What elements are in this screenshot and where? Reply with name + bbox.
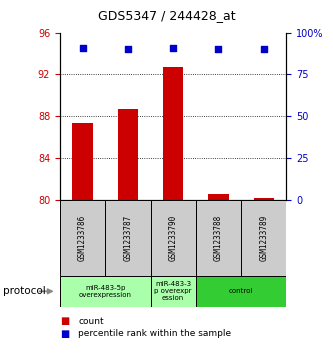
Bar xyxy=(72,123,93,200)
Bar xyxy=(163,67,183,200)
Bar xyxy=(118,109,138,200)
Point xyxy=(170,45,176,50)
Text: miR-483-5p
overexpression: miR-483-5p overexpression xyxy=(79,285,132,298)
Bar xyxy=(241,200,286,276)
Text: GSM1233790: GSM1233790 xyxy=(168,215,178,261)
Text: ■: ■ xyxy=(60,329,69,339)
Bar xyxy=(151,276,196,307)
Text: percentile rank within the sample: percentile rank within the sample xyxy=(78,330,231,338)
Point xyxy=(125,46,131,52)
Bar xyxy=(60,276,151,307)
Text: protocol: protocol xyxy=(3,286,46,296)
Bar xyxy=(105,200,151,276)
Text: GDS5347 / 244428_at: GDS5347 / 244428_at xyxy=(98,9,235,22)
Text: GSM1233789: GSM1233789 xyxy=(259,215,268,261)
Bar xyxy=(253,197,274,200)
Bar xyxy=(196,276,286,307)
Text: count: count xyxy=(78,317,104,326)
Text: GSM1233786: GSM1233786 xyxy=(78,215,87,261)
Bar xyxy=(60,200,105,276)
Bar xyxy=(151,200,196,276)
Text: miR-483-3
p overexpr
ession: miR-483-3 p overexpr ession xyxy=(155,281,192,301)
Point xyxy=(216,46,221,52)
Bar xyxy=(208,195,229,200)
Point xyxy=(261,46,266,52)
Text: ■: ■ xyxy=(60,316,69,326)
Text: GSM1233787: GSM1233787 xyxy=(123,215,133,261)
Text: GSM1233788: GSM1233788 xyxy=(214,215,223,261)
Text: control: control xyxy=(229,288,253,294)
Point xyxy=(80,45,85,50)
Bar xyxy=(196,200,241,276)
